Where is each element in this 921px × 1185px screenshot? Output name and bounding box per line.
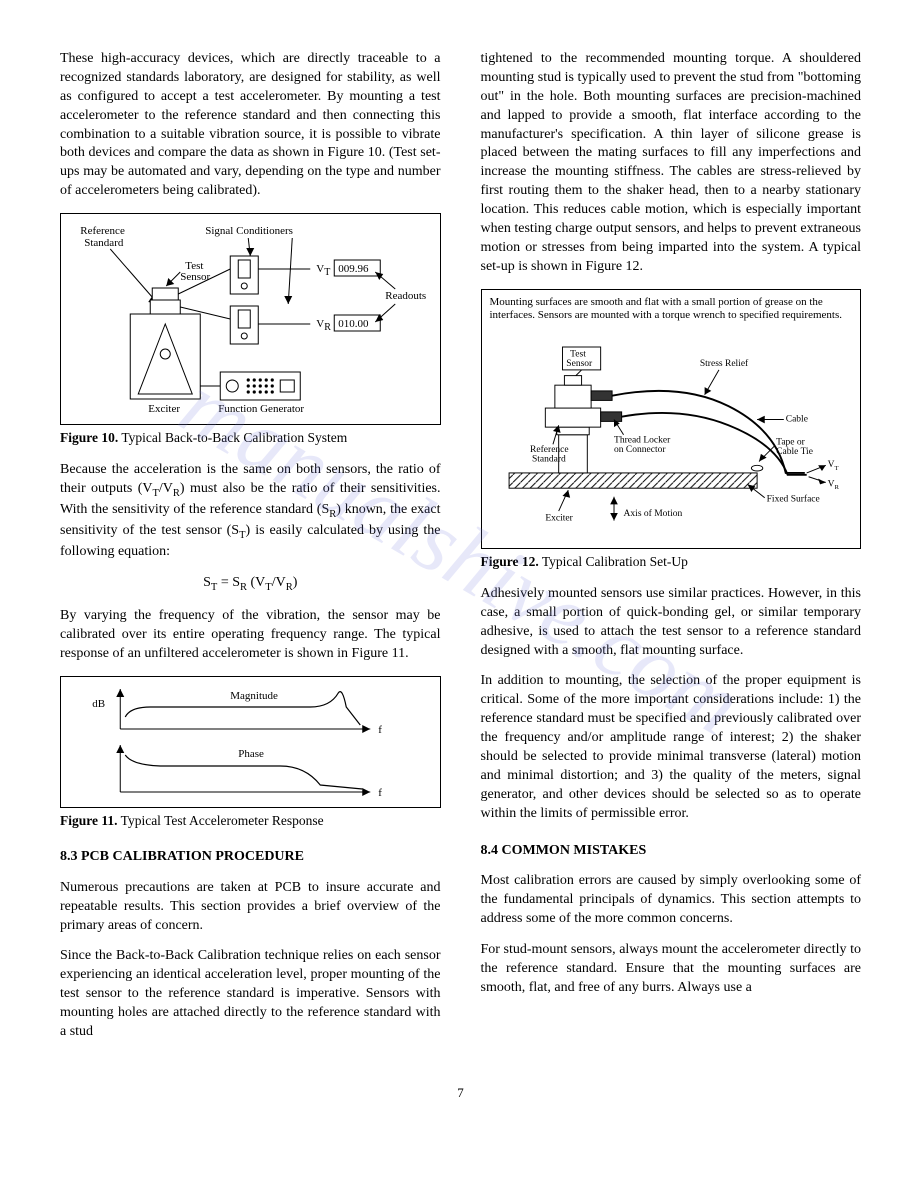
- text: /V: [159, 481, 173, 496]
- caption-bold: Figure 10.: [60, 430, 118, 445]
- two-column-layout: These high-accuracy devices, which are d…: [60, 50, 861, 1054]
- svg-text:Function Generator: Function Generator: [218, 403, 304, 415]
- paragraph: These high-accuracy devices, which are d…: [60, 50, 441, 201]
- paragraph: Numerous precautions are taken at PCB to…: [60, 879, 441, 936]
- figure-12: Mounting surfaces are smooth and flat wi…: [481, 289, 862, 549]
- svg-text:dB: dB: [92, 698, 105, 710]
- svg-text:Cable: Cable: [785, 415, 807, 425]
- svg-text:TestSensor: TestSensor: [180, 260, 210, 283]
- figure-11-caption: Figure 11. Typical Test Accelerometer Re…: [60, 812, 441, 830]
- paragraph: Because the acceleration is the same on …: [60, 461, 441, 562]
- figure-10: ReferenceStandard Signal Conditioners Te…: [60, 213, 441, 425]
- caption-bold: Figure 12.: [481, 554, 539, 569]
- svg-text:f: f: [378, 724, 382, 736]
- svg-text:ReferenceStandard: ReferenceStandard: [80, 225, 125, 249]
- paragraph: Most calibration errors are caused by si…: [481, 872, 862, 929]
- svg-text:ReferenceStandard: ReferenceStandard: [530, 444, 569, 465]
- svg-text:Exciter: Exciter: [545, 514, 573, 524]
- caption-text: Typical Test Accelerometer Response: [118, 813, 324, 828]
- page-number: 7: [60, 1084, 861, 1102]
- svg-text:009.96: 009.96: [338, 263, 369, 275]
- svg-text:Readouts: Readouts: [385, 290, 426, 302]
- caption-text: Typical Back-to-Back Calibration System: [118, 430, 347, 445]
- eq-part: = S: [217, 575, 240, 590]
- svg-text:Fixed Surface: Fixed Surface: [766, 494, 819, 505]
- svg-text:Phase: Phase: [238, 748, 264, 760]
- paragraph: Adhesively mounted sensors use similar p…: [481, 585, 862, 661]
- paragraph: By varying the frequency of the vibratio…: [60, 607, 441, 664]
- paragraph: Since the Back-to-Back Calibration techn…: [60, 947, 441, 1041]
- svg-text:Sensor: Sensor: [566, 359, 593, 369]
- caption-text: Typical Calibration Set-Up: [539, 554, 688, 569]
- svg-text:Test: Test: [570, 350, 586, 360]
- paragraph: In addition to mounting, the selection o…: [481, 672, 862, 823]
- paragraph: tightened to the recommended mounting to…: [481, 50, 862, 277]
- figure-11: dB Magnitude f Phase f: [60, 676, 441, 808]
- svg-text:Tape orCable Tie: Tape orCable Tie: [776, 437, 813, 457]
- left-column: These high-accuracy devices, which are d…: [60, 50, 441, 1054]
- svg-text:VT: VT: [827, 460, 838, 472]
- svg-text:Axis of Motion: Axis of Motion: [623, 508, 682, 519]
- caption-bold: Figure 11.: [60, 813, 118, 828]
- paragraph: For stud-mount sensors, always mount the…: [481, 941, 862, 998]
- section-heading-8-3: 8.3 PCB CALIBRATION PROCEDURE: [60, 848, 441, 867]
- figure-12-caption: Figure 12. Typical Calibration Set-Up: [481, 553, 862, 571]
- eq-part: (V: [247, 575, 265, 590]
- svg-text:Exciter: Exciter: [148, 403, 180, 415]
- svg-text:VR: VR: [316, 318, 331, 333]
- svg-text:VR: VR: [827, 479, 839, 491]
- figure-12-note: Mounting surfaces are smooth and flat wi…: [490, 296, 853, 324]
- svg-text:Signal Conditioners: Signal Conditioners: [205, 225, 293, 237]
- section-heading-8-4: 8.4 COMMON MISTAKES: [481, 842, 862, 861]
- svg-text:Thread Lockeron Connector: Thread Lockeron Connector: [614, 436, 671, 456]
- eq-part: ): [293, 575, 298, 590]
- svg-text:Stress Relief: Stress Relief: [699, 358, 748, 369]
- svg-text:VT: VT: [316, 263, 330, 278]
- eq-part: S: [203, 575, 211, 590]
- eq-part: /V: [272, 575, 286, 590]
- figure-10-caption: Figure 10. Typical Back-to-Back Calibrat…: [60, 429, 441, 447]
- svg-text:Magnitude: Magnitude: [230, 690, 278, 702]
- right-column: tightened to the recommended mounting to…: [481, 50, 862, 1054]
- svg-text:010.00: 010.00: [338, 318, 369, 330]
- equation: ST = SR (VT/VR): [60, 574, 441, 595]
- page: manualshive.com These high-accuracy devi…: [60, 50, 861, 1101]
- svg-text:f: f: [378, 787, 382, 799]
